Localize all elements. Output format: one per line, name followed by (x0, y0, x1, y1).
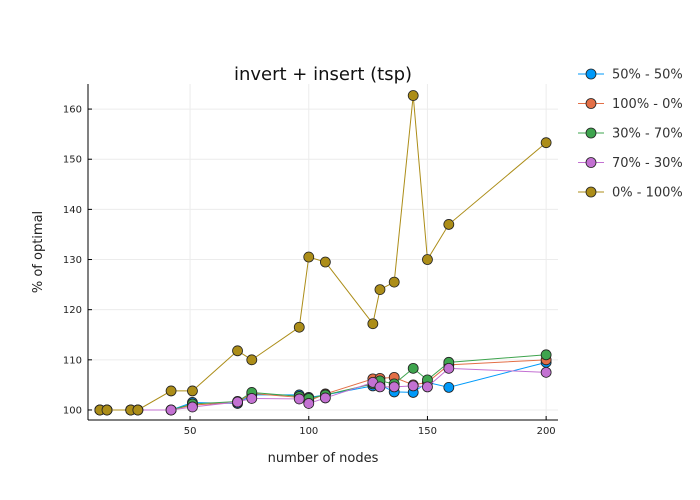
data-point (187, 401, 198, 413)
x-ticks: 50 100 150 200 (184, 416, 556, 437)
x-tick-label: 50 (184, 426, 197, 437)
series-2 (94, 354, 552, 416)
data-point (165, 385, 177, 397)
legend-marker (585, 68, 597, 80)
data-point (407, 380, 419, 392)
y-tick-label: 150 (63, 155, 82, 166)
legend-label: 50% - 50% (612, 68, 683, 83)
data-point (303, 398, 315, 409)
data-point (443, 219, 455, 230)
data-point (422, 381, 433, 393)
data-point (293, 321, 305, 333)
legend-marker (585, 186, 597, 198)
chart-title: invert + insert (tsp) (234, 64, 412, 85)
data-point (232, 396, 243, 408)
legend-label: 30% - 70% (612, 127, 683, 142)
data-point (407, 90, 419, 101)
series-group (94, 90, 552, 416)
data-point (319, 392, 331, 404)
x-tick-label: 100 (299, 426, 318, 437)
data-point (443, 382, 455, 393)
legend: 50% - 50% 100% - 0% 30% - 70% 70% - 30% 0% -… (578, 68, 683, 201)
legend-item: 100% - 0% (578, 97, 683, 112)
data-point (303, 251, 315, 263)
y-tick-label: 130 (63, 255, 82, 266)
data-point (407, 362, 419, 374)
data-point (132, 404, 144, 416)
legend-label: 0% - 100% (612, 186, 683, 201)
data-point (187, 385, 198, 397)
data-point (388, 276, 400, 288)
data-point (232, 345, 243, 357)
legend-label: 100% - 0% (612, 97, 683, 112)
y-tick-label: 140 (63, 205, 82, 216)
legend-item: 0% - 100% (578, 186, 683, 201)
legend-item: 30% - 70% (578, 127, 683, 142)
data-point (540, 366, 552, 378)
data-point (101, 404, 113, 416)
gridlines (88, 84, 558, 420)
data-point (319, 256, 331, 268)
legend-marker (585, 127, 597, 139)
data-point (540, 349, 552, 361)
data-point (422, 254, 433, 265)
series-5 (94, 90, 552, 416)
legend-label: 70% - 30% (612, 156, 683, 171)
data-point (367, 318, 379, 330)
legend-marker (585, 98, 597, 109)
data-point (540, 137, 552, 149)
x-tick-label: 200 (537, 426, 556, 437)
data-point (374, 284, 386, 296)
data-point (165, 404, 177, 416)
legend-item: 70% - 30% (578, 156, 683, 171)
data-point (374, 381, 386, 393)
series-1 (94, 356, 552, 416)
y-tick-label: 120 (63, 305, 82, 316)
data-point (293, 393, 305, 405)
x-axis-label: number of nodes (268, 451, 379, 466)
legend-marker (585, 157, 597, 168)
y-tick-label: 110 (63, 355, 82, 366)
data-point (388, 381, 400, 393)
legend-item: 50% - 50% (578, 68, 683, 83)
data-point (443, 362, 455, 374)
data-point (246, 354, 258, 366)
data-point (246, 393, 258, 404)
x-tick-label: 150 (418, 426, 437, 437)
y-axis-label: % of optimal (31, 211, 46, 293)
y-tick-label: 100 (63, 405, 82, 416)
y-tick-label: 160 (63, 105, 82, 116)
y-ticks: 100 110 120 130 140 150 160 (63, 105, 92, 416)
